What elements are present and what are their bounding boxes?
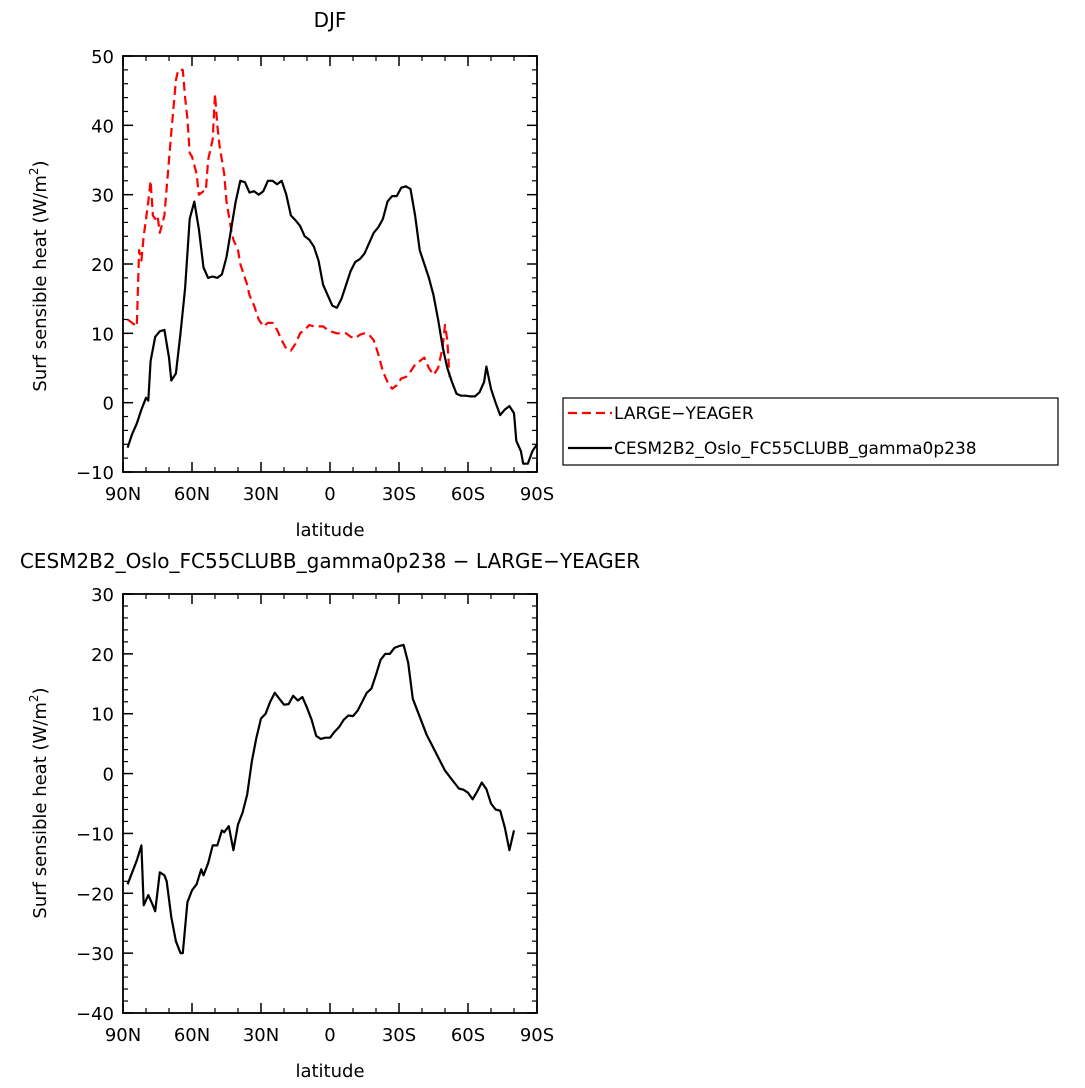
top-x-tick-label: 90N <box>105 484 141 505</box>
top-y-tick-label: 50 <box>91 47 114 68</box>
bottom-series-line-1 <box>126 643 516 955</box>
top-y-tick-labels: 50 40 30 20 10 0 −10 <box>76 47 114 484</box>
top-y-tick-label: 20 <box>91 255 114 276</box>
top-y-tick-label: −10 <box>76 463 114 484</box>
bottom-y-tick-labels: 30 20 10 0 −10 −20 −30 −40 <box>76 585 114 1025</box>
bottom-x-tick-labels: 90N 60N 30N 0 30S 60S 90S <box>105 1025 554 1046</box>
bottom-x-tick-label: 90N <box>105 1025 141 1046</box>
legend-box <box>562 397 1059 466</box>
top-chart-title: DJF <box>314 8 347 32</box>
top-x-tick-label: 60N <box>174 484 210 505</box>
bottom-x-tick-label: 30N <box>243 1025 279 1046</box>
top-y-tick-label: 0 <box>103 394 114 415</box>
bottom-plot-frame <box>122 593 538 1014</box>
bottom-x-tick-label: 0 <box>324 1025 335 1046</box>
bottom-y-tick-label: 10 <box>91 705 114 726</box>
top-series-lines <box>126 68 538 465</box>
legend-label-cesm2b2: CESM2B2_Oslo_FC55CLUBB_gamma0p238 <box>614 439 977 459</box>
top-x-tick-labels: 90N 60N 30N 0 30S 60S 90S <box>105 484 554 505</box>
top-panel: DJF 90N 60N 30N 0 30S 60S 90S 50 40 30 20 10 0 −10 l… <box>27 8 1059 541</box>
top-y-axis-label: Surf sensible heat (W/m2) <box>27 160 51 391</box>
bottom-y-tick-label: −40 <box>76 1004 114 1025</box>
bottom-chart-title: CESM2B2_Oslo_FC55CLUBB_gamma0p238 − LARG… <box>20 549 640 573</box>
bottom-x-tick-label: 60N <box>174 1025 210 1046</box>
legend: LARGE−YEAGER CESM2B2_Oslo_FC55CLUBB_gamm… <box>562 397 1059 466</box>
bottom-x-tick-label: 60S <box>451 1025 485 1046</box>
top-x-tick-label: 0 <box>324 484 335 505</box>
bottom-series-lines <box>126 643 516 955</box>
top-x-tick-label: 30S <box>382 484 416 505</box>
bottom-y-tick-label: 0 <box>103 765 114 786</box>
top-series-line-1 <box>126 68 451 390</box>
top-x-axis-label: latitude <box>295 520 364 541</box>
top-y-tick-label: 30 <box>91 186 114 207</box>
bottom-x-tick-label: 30S <box>382 1025 416 1046</box>
legend-label-large-yeager: LARGE−YEAGER <box>614 404 754 424</box>
bottom-x-tick-label: 90S <box>520 1025 554 1046</box>
top-y-tick-label: 10 <box>91 324 114 345</box>
bottom-y-tick-label: −10 <box>76 824 114 845</box>
bottom-x-axis-label: latitude <box>295 1061 364 1082</box>
top-plot-frame <box>122 55 538 473</box>
bottom-y-tick-label: −20 <box>76 884 114 905</box>
bottom-panel: CESM2B2_Oslo_FC55CLUBB_gamma0p238 − LARG… <box>20 549 640 1082</box>
top-x-tick-label: 60S <box>451 484 485 505</box>
top-x-tick-label: 90S <box>520 484 554 505</box>
top-x-tick-label: 30N <box>243 484 279 505</box>
top-series-line-2 <box>126 179 538 465</box>
bottom-y-tick-label: −30 <box>76 944 114 965</box>
bottom-y-axis-label: Surf sensible heat (W/m2) <box>27 687 51 918</box>
top-axis-ticks <box>122 55 538 473</box>
bottom-y-tick-label: 30 <box>91 585 114 606</box>
bottom-axis-ticks <box>122 593 538 1014</box>
top-y-tick-label: 40 <box>91 116 114 137</box>
bottom-y-tick-label: 20 <box>91 645 114 666</box>
